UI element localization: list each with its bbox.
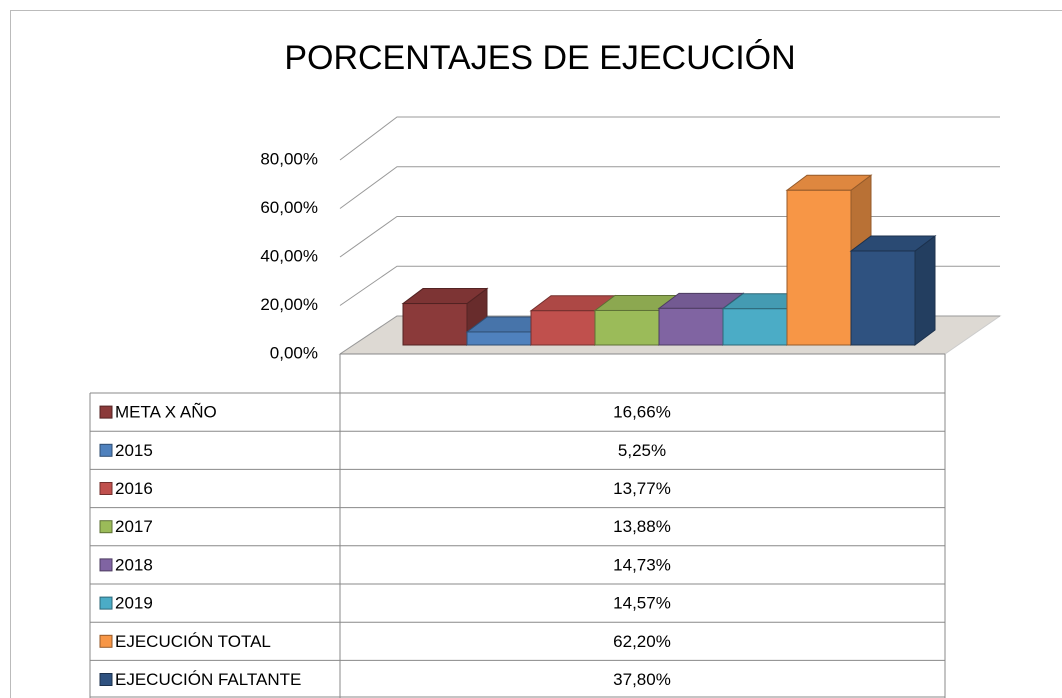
table-row-label: 2015 bbox=[115, 441, 153, 460]
table-value: 14,73% bbox=[613, 555, 671, 574]
table-row-label: 2016 bbox=[115, 479, 153, 498]
bar bbox=[786, 189, 852, 346]
table-value: 13,77% bbox=[613, 479, 671, 498]
y-tick-label: 20,00% bbox=[260, 295, 318, 314]
legend-key bbox=[99, 596, 113, 610]
table-value: 37,80% bbox=[613, 670, 671, 689]
grid-line bbox=[339, 116, 1000, 161]
grid-line bbox=[339, 166, 1000, 209]
legend-key bbox=[99, 634, 113, 648]
table-row-label: EJECUCIÓN TOTAL bbox=[115, 632, 271, 651]
bar bbox=[850, 250, 916, 346]
table-value: 14,57% bbox=[613, 594, 671, 613]
bar bbox=[722, 308, 788, 346]
table-value: 16,66% bbox=[613, 403, 671, 422]
table-value: 5,25% bbox=[618, 441, 666, 460]
table-value: 13,88% bbox=[613, 517, 671, 536]
bar bbox=[594, 309, 660, 346]
y-tick-label: 60,00% bbox=[260, 198, 318, 217]
table-value: 62,20% bbox=[613, 632, 671, 651]
table-row-label: EJECUCIÓN FALTANTE bbox=[115, 670, 301, 689]
table-row-label: 2018 bbox=[115, 555, 153, 574]
legend-key bbox=[99, 405, 113, 419]
y-tick-label: 80,00% bbox=[260, 149, 318, 168]
bar bbox=[466, 331, 532, 346]
y-tick-label: 0,00% bbox=[270, 343, 318, 362]
legend-key bbox=[99, 482, 113, 495]
legend-key bbox=[99, 443, 113, 457]
legend-key bbox=[99, 558, 113, 572]
table-row-label: 2019 bbox=[115, 594, 153, 613]
table-row-label: META X AÑO bbox=[115, 403, 217, 422]
bar bbox=[658, 307, 724, 346]
chart-title: PORCENTAJES DE EJECUCIÓN bbox=[284, 39, 795, 77]
table-row-label: 2017 bbox=[115, 517, 153, 536]
bar bbox=[402, 303, 468, 346]
legend-key bbox=[99, 520, 113, 534]
y-tick-label: 40,00% bbox=[260, 246, 318, 265]
bar-side bbox=[914, 234, 936, 346]
legend-key bbox=[99, 673, 113, 686]
bar bbox=[530, 310, 596, 346]
